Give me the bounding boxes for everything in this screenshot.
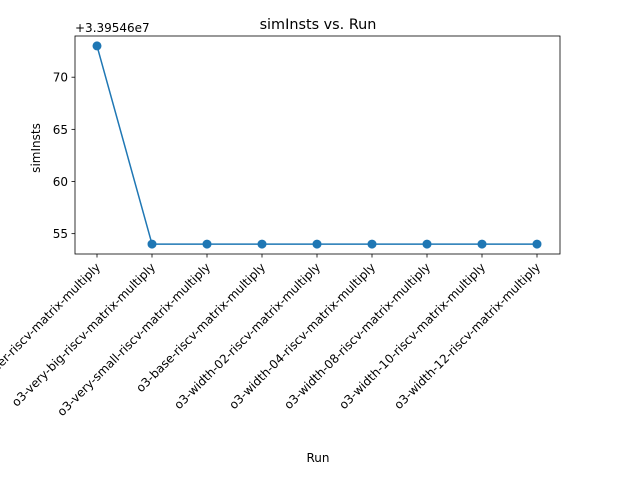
y-tick-label: 65 bbox=[53, 123, 68, 137]
data-point bbox=[367, 239, 377, 249]
y-tick-label: 55 bbox=[53, 227, 68, 241]
data-point bbox=[312, 239, 322, 249]
chart-title: simInsts vs. Run bbox=[260, 17, 377, 33]
data-point bbox=[202, 239, 212, 249]
x-axis-label: Run bbox=[306, 451, 329, 465]
data-point bbox=[477, 239, 487, 249]
data-point bbox=[257, 239, 267, 249]
y-tick-label: 60 bbox=[53, 175, 68, 189]
y-tick-label: 70 bbox=[53, 71, 68, 85]
data-point bbox=[422, 239, 432, 249]
axes-frame bbox=[74, 35, 561, 255]
y-axis-label: simInsts bbox=[29, 123, 43, 173]
y-axis-offset: +3.39546e7 bbox=[75, 21, 150, 35]
data-point bbox=[147, 239, 157, 249]
data-point bbox=[532, 239, 542, 249]
data-point bbox=[92, 41, 102, 51]
